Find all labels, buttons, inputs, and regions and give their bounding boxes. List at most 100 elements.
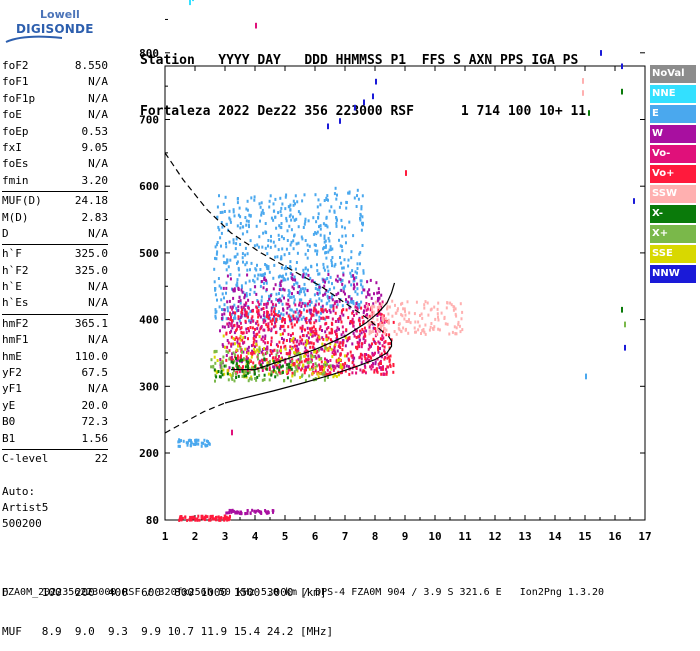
echo-point (303, 354, 306, 358)
echo-point (312, 216, 315, 220)
echo-point (361, 328, 364, 331)
param-label: M(D) (2, 210, 29, 224)
echo-point (304, 220, 307, 224)
echo-point (291, 332, 294, 336)
echo-point (214, 293, 217, 297)
echo-point (329, 372, 332, 376)
echo-point (340, 311, 343, 315)
echo-point (329, 342, 332, 346)
echo-point (272, 287, 275, 291)
echo-point (251, 309, 254, 313)
auto-program: Artist5 (2, 501, 49, 514)
echo-point (321, 329, 323, 332)
echo-point (312, 325, 315, 329)
param-label: B0 (2, 415, 16, 429)
echo-point (279, 333, 282, 337)
echo-point (336, 303, 339, 307)
echo-point (309, 276, 312, 280)
echo-point (379, 354, 382, 358)
param-row: h`F 325.0 (2, 246, 108, 262)
echo-point (226, 258, 229, 262)
echo-point (241, 374, 244, 378)
echo-point (390, 338, 393, 342)
echo-point (279, 196, 282, 200)
echo-point (301, 199, 304, 203)
echo-point (377, 340, 380, 344)
echo-point (315, 283, 318, 287)
echo-point (247, 312, 250, 316)
echo-point (344, 234, 347, 238)
echo-point (338, 365, 340, 369)
echo-point (351, 361, 354, 365)
echo-point (225, 354, 228, 357)
echo-point (262, 339, 265, 343)
echo-point (448, 332, 451, 336)
echo-point (324, 330, 327, 334)
echo-point (296, 281, 299, 285)
echo-point (228, 366, 231, 370)
echo-point (327, 336, 330, 340)
echo-point (291, 325, 294, 329)
param-label: h`F2 (2, 263, 29, 277)
echo-point (329, 304, 332, 308)
param-row: fmin 3.20 (2, 173, 108, 189)
echo-point (363, 309, 365, 313)
echo-point (242, 365, 244, 369)
echo-point (371, 308, 374, 312)
echo-point (289, 265, 292, 268)
echo-point (231, 374, 234, 377)
echo-point (288, 290, 291, 294)
echo-point (321, 347, 324, 351)
param-separator (2, 313, 108, 315)
echo-point (379, 324, 382, 328)
echo-point (275, 371, 278, 375)
echo-point (299, 356, 302, 360)
echo-point (277, 361, 279, 365)
echo-point (303, 222, 306, 226)
echo-point (373, 370, 376, 374)
echo-point (408, 311, 411, 315)
echo-point (308, 300, 311, 303)
echo-point (283, 329, 286, 333)
echo-point (307, 354, 310, 358)
header-values: Fortaleza 2022 Dez22 356 223000 RSF 1 71… (140, 104, 587, 119)
echo-point (333, 210, 336, 214)
echo-point (280, 257, 283, 261)
echo-point (366, 313, 369, 317)
echo-point (374, 329, 377, 333)
echo-point (195, 440, 198, 444)
echo-point (328, 299, 331, 303)
echo-point (229, 331, 232, 334)
echo-point (352, 324, 355, 328)
echo-point (314, 303, 317, 307)
echo-point (246, 199, 249, 203)
echo-point (270, 312, 273, 316)
echo-point (437, 301, 440, 305)
echo-point (233, 342, 236, 346)
param-label: foF1p (2, 91, 36, 105)
echo-point (337, 361, 340, 365)
echo-point (272, 305, 275, 309)
echo-point (407, 319, 410, 323)
echo-point (291, 318, 294, 322)
echo-point (239, 338, 242, 342)
param-label: foEp (2, 124, 29, 138)
echo-point (322, 364, 325, 368)
echo-point (241, 232, 244, 236)
echo-point (238, 325, 241, 328)
echo-point (376, 314, 379, 317)
echo-point (460, 317, 463, 321)
x-tick-label: 6 (312, 530, 319, 543)
echo-point (212, 364, 215, 368)
echo-point (328, 296, 331, 299)
echo-point (582, 90, 584, 94)
echo-point (240, 348, 243, 352)
echo-point (275, 353, 278, 357)
echo-point (401, 314, 404, 318)
echo-point (315, 220, 318, 224)
echo-point (304, 352, 307, 356)
echo-point (226, 518, 229, 522)
param-label: yF2 (2, 366, 22, 380)
echo-point (368, 323, 371, 326)
echo-point (262, 320, 265, 324)
